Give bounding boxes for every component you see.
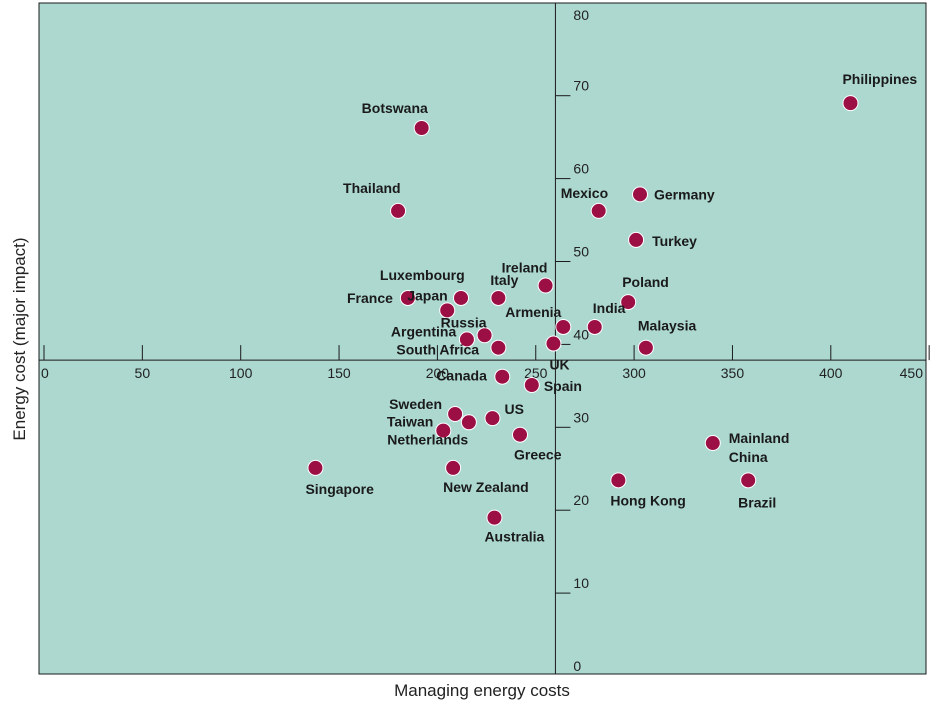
point-japan — [439, 302, 456, 319]
point-philippines — [842, 95, 859, 112]
label-netherlands: Netherlands — [387, 432, 468, 448]
y-tick-label: 80 — [573, 7, 589, 23]
point-singapore — [307, 459, 324, 476]
x-tick-label: 450 — [900, 365, 924, 381]
label-mainland-china: Mainland China — [729, 430, 790, 465]
label-thailand: Thailand — [343, 180, 401, 196]
point-australia — [486, 509, 503, 526]
point-ireland — [537, 277, 554, 294]
label-italy: Italy — [490, 272, 518, 288]
y-tick-label: 10 — [573, 575, 589, 591]
ticks: 0 50 100 150 200 250 300 350 400 450 0 10 20 30 40 50 60… — [41, 7, 930, 674]
point-malaysia — [637, 339, 654, 356]
point-south-africa — [490, 339, 507, 356]
x-tick-label: 250 — [524, 365, 548, 381]
data-points — [307, 95, 859, 526]
label-botswana: Botswana — [362, 100, 428, 116]
y-tick-label: 40 — [573, 326, 589, 342]
x-tick-label: 50 — [135, 365, 151, 381]
label-malaysia: Malaysia — [638, 318, 697, 334]
x-tick-label: 400 — [819, 365, 843, 381]
label-singapore: Singapore — [305, 481, 374, 497]
label-france: France — [347, 290, 393, 306]
x-tick-label: 350 — [721, 365, 745, 381]
point-canada — [494, 368, 511, 385]
label-luxembourg: Luxembourg — [380, 267, 465, 283]
label-germany: Germany — [654, 186, 715, 202]
point-luxembourg — [399, 289, 416, 306]
point-mainland-china — [704, 435, 721, 452]
y-tick-label: 50 — [573, 244, 589, 260]
y-tick-label: 30 — [573, 409, 589, 425]
label-uk: UK — [549, 357, 569, 373]
point-brazil — [740, 472, 757, 489]
label-poland: Poland — [622, 274, 669, 290]
point-argentina — [458, 331, 475, 348]
point-greece — [512, 426, 529, 443]
label-sweden: Sweden — [389, 396, 442, 412]
label-spain: Spain — [544, 378, 582, 394]
label-brazil: Brazil — [738, 494, 776, 510]
point-new-zealand — [445, 459, 462, 476]
label-philippines: Philippines — [842, 71, 917, 87]
x-tick-label: 150 — [327, 365, 351, 381]
point-botswana — [413, 120, 430, 137]
label-hong-kong: Hong Kong — [610, 492, 685, 508]
label-taiwan: Taiwan — [387, 413, 433, 429]
point-mexico — [590, 202, 607, 219]
label-south-africa: South Africa — [396, 342, 479, 358]
point-france — [453, 289, 470, 306]
x-tick-label: 100 — [229, 365, 253, 381]
point-us — [484, 410, 501, 427]
label-russia: Russia — [441, 314, 487, 330]
point-poland — [620, 294, 637, 311]
x-axis-label: Managing energy costs — [394, 681, 570, 700]
x-tick-label: 300 — [622, 365, 646, 381]
x-tick-label: 200 — [426, 365, 450, 381]
y-axis-label: Energy cost (major impact) — [10, 237, 29, 440]
label-canada: Canada — [436, 368, 487, 384]
y-tick-label: 70 — [573, 78, 589, 94]
label-india: India — [593, 300, 626, 316]
point-taiwan — [460, 414, 477, 431]
point-hong-kong — [610, 472, 627, 489]
label-japan: Japan — [407, 287, 447, 303]
point-netherlands — [435, 422, 452, 439]
label-argentina: Argentina — [391, 323, 457, 339]
point-russia — [476, 327, 493, 344]
x-tick-label: 0 — [41, 365, 49, 381]
label-armenia: Armenia — [505, 304, 561, 320]
point-uk — [545, 335, 562, 352]
point-turkey — [628, 231, 645, 248]
label-mexico: Mexico — [561, 185, 608, 201]
point-sweden — [447, 406, 464, 423]
label-new-zealand: New Zealand — [443, 479, 529, 495]
label-turkey: Turkey — [652, 233, 697, 249]
y-tick-label: 60 — [573, 161, 589, 177]
label-greece: Greece — [514, 447, 562, 463]
point-thailand — [390, 202, 407, 219]
label-us: US — [504, 401, 523, 417]
point-spain — [523, 376, 540, 393]
point-armenia — [555, 318, 572, 335]
y-tick-label: 0 — [573, 658, 581, 674]
y-tick-label: 20 — [573, 492, 589, 508]
point-germany — [632, 186, 649, 203]
point-labels: Philippines Botswana Thailand Mexico Germany… — [305, 71, 917, 545]
label-australia: Australia — [484, 529, 544, 545]
point-italy — [490, 289, 507, 306]
label-ireland: Ireland — [502, 260, 548, 276]
point-india — [586, 318, 603, 335]
